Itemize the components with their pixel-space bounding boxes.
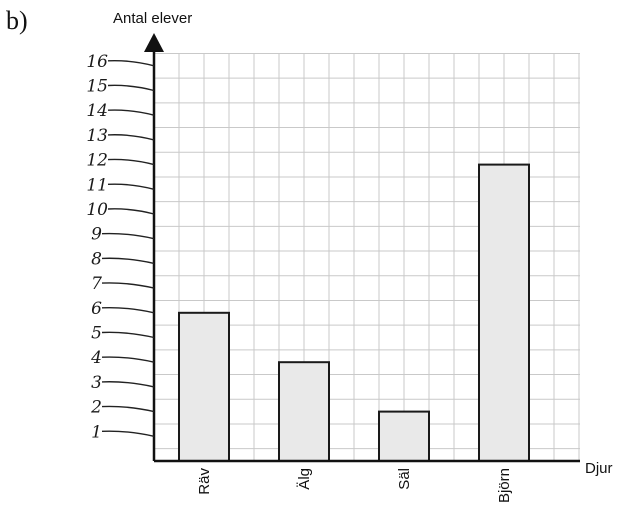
chart-axes — [144, 33, 580, 463]
y-tick-mark — [107, 134, 155, 141]
y-tick-label: 5 — [91, 324, 102, 344]
x-tick-label: Älg — [296, 468, 313, 490]
y-tick-mark — [107, 158, 155, 166]
y-tick-label: 6 — [91, 299, 102, 319]
y-tick-label: 2 — [90, 398, 102, 418]
y-tick-mark — [107, 84, 155, 92]
part-label: b) — [6, 6, 28, 35]
y-tick-mark — [107, 183, 155, 190]
y-tick-mark — [107, 59, 155, 67]
x-tick-label: Räv — [196, 468, 213, 495]
y-tick-mark — [101, 282, 155, 289]
x-tick-label: Björn — [496, 468, 513, 503]
y-tick-mark — [101, 331, 155, 339]
chart-bars — [178, 163, 530, 463]
y-tick-mark — [101, 381, 155, 388]
y-tick-mark — [101, 232, 155, 240]
bar-räv — [178, 311, 230, 462]
y-tick-label: 15 — [86, 77, 108, 97]
bar-säl — [378, 410, 430, 463]
x-axis-title: Djur — [585, 460, 613, 477]
y-tick-label: 3 — [91, 373, 102, 393]
y-tick-label: 10 — [86, 200, 108, 220]
y-tick-mark — [101, 405, 155, 413]
y-tick-label: 14 — [86, 101, 108, 121]
y-tick-mark — [107, 208, 155, 215]
y-tick-mark — [101, 306, 155, 314]
bar-älg — [278, 361, 330, 463]
y-axis-arrow-icon — [144, 33, 164, 52]
y-tick-label: 11 — [86, 175, 108, 195]
y-tick-mark — [101, 356, 155, 363]
y-tick-label: 8 — [91, 249, 102, 269]
y-tick-label: 9 — [91, 225, 102, 245]
y-tick-mark — [107, 109, 155, 116]
y-tick-label: 7 — [91, 274, 102, 294]
y-tick-label: 13 — [86, 126, 108, 146]
y-tick-mark — [101, 257, 155, 265]
x-tick-label: Säl — [396, 468, 413, 490]
x-label-group: Räv Älg Säl Björn — [196, 468, 513, 504]
y-tick-label: 12 — [86, 151, 108, 171]
y-axis-title: Antal elever — [113, 10, 192, 27]
y-tick-label: 4 — [90, 348, 102, 368]
y-tick-label: 1 — [91, 422, 102, 442]
bar-björn — [478, 163, 530, 462]
y-tick-label: 16 — [86, 52, 108, 72]
y-tick-mark — [101, 430, 155, 437]
